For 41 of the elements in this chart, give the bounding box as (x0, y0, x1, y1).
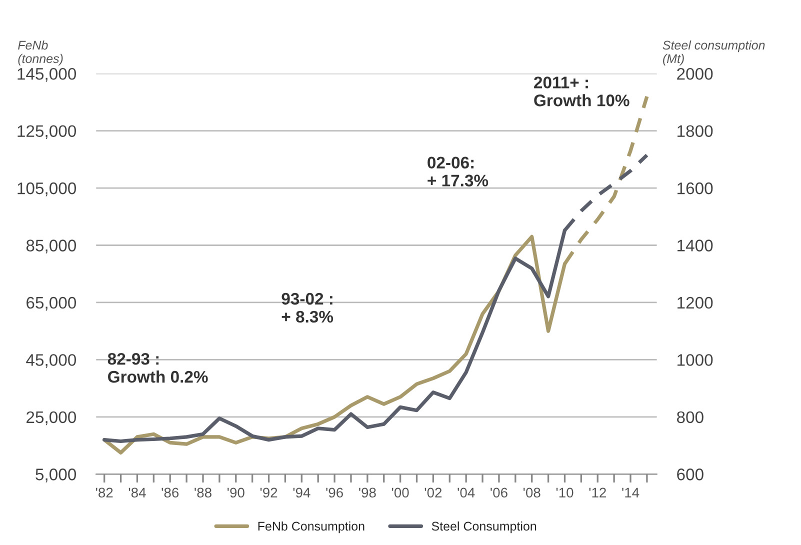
x-tick-label: '00 (392, 488, 409, 498)
annotation: 93-02 : + 8.3% (282, 292, 334, 323)
x-tick-label: '96 (326, 488, 343, 498)
x-tick-label: '94 (293, 488, 310, 498)
legend-label: FeNb Consumption (258, 521, 364, 534)
y2-tick-label: 1600 (678, 182, 713, 194)
x-tick-label: '06 (490, 488, 508, 498)
x-tick-label: '02 (424, 488, 442, 498)
x-tick-label: '88 (194, 488, 212, 498)
legend-label: Steel Consumption (432, 521, 536, 534)
x-tick-label: '12 (589, 488, 606, 498)
annotation: 02-06: + 17.3% (428, 156, 488, 186)
y-axis-title: FeNb (tonnes) (18, 40, 63, 66)
y2-tick-label: 1400 (678, 240, 713, 252)
x-tick-label: '90 (228, 488, 244, 498)
x-tick-label: '98 (359, 488, 376, 498)
y-tick-label: 105,000 (18, 182, 76, 196)
x-tick-label: '14 (622, 488, 640, 498)
y2-tick-label: 1200 (678, 296, 713, 309)
y-tick-label: 145,000 (18, 68, 76, 82)
annotation: 2011+ : Growth 10% (534, 76, 630, 106)
y-tick-label: 85,000 (26, 240, 76, 254)
x-tick-label: '84 (128, 488, 146, 498)
y-tick-label: 5,000 (36, 468, 76, 482)
x-tick-label: '82 (96, 488, 113, 498)
y2-tick-label: 1800 (678, 125, 713, 138)
y2-tick-label: 600 (677, 468, 704, 480)
x-tick-label: '10 (556, 488, 574, 498)
x-tick-label: '04 (458, 488, 475, 498)
y-tick-label: 125,000 (18, 125, 76, 139)
y2-tick-label: 2000 (677, 68, 713, 80)
y2-tick-label: 800 (676, 411, 704, 424)
x-tick-label: '08 (524, 488, 540, 498)
y-tick-label: 45,000 (26, 354, 76, 368)
x-tick-label: '86 (162, 488, 179, 498)
annotation: 82-93 : Growth 0.2% (108, 352, 208, 383)
x-tick-label: '92 (260, 488, 278, 498)
y-tick-label: 65,000 (26, 296, 76, 311)
y2-axis-title: Steel consumption (Mt) (662, 40, 765, 66)
y2-tick-label: 1000 (678, 354, 713, 366)
y-tick-label: 25,000 (26, 411, 76, 426)
